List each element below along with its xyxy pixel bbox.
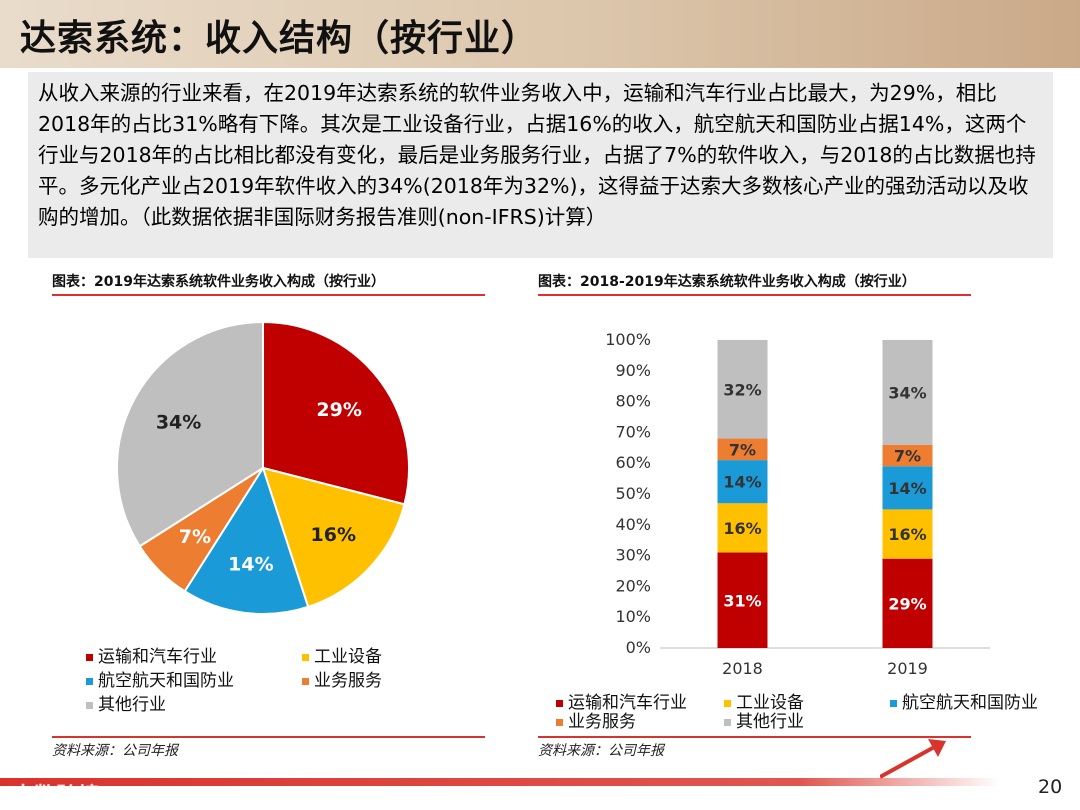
pie-legend-item: 工业设备	[302, 642, 382, 667]
legend-label: 业务服务	[568, 712, 636, 732]
legend-label: 工业设备	[314, 647, 382, 667]
bar-segment	[882, 466, 933, 510]
legend-swatch	[890, 699, 897, 707]
bar-segment	[717, 340, 768, 439]
bar-source-rule	[538, 736, 971, 738]
legend-swatch	[302, 653, 309, 661]
pie-data-label: 14%	[228, 554, 273, 576]
legend-swatch	[86, 653, 93, 661]
legend-swatch	[724, 718, 731, 726]
y-tick-label: 50%	[615, 484, 651, 503]
legend-swatch	[556, 718, 563, 726]
footer-arrow-icon	[880, 739, 946, 779]
legend-swatch	[556, 699, 563, 707]
pie-slice	[262, 320, 410, 506]
legend-label: 运输和汽车行业	[568, 693, 687, 713]
y-tick-label: 30%	[615, 546, 651, 565]
bar-data-label: 16%	[888, 525, 926, 544]
pie-chart-title: 图表：2019年达索系统软件业务收入构成（按行业）	[52, 274, 385, 290]
pie-slice	[116, 320, 264, 548]
bar-title-rule	[538, 294, 971, 296]
bar-data-label: 32%	[723, 380, 761, 399]
y-tick-label: 10%	[615, 607, 651, 626]
pie-data-label: 34%	[156, 412, 201, 434]
pie-legend-item: 其他行业	[86, 690, 166, 715]
page-number: 20	[1038, 776, 1063, 798]
y-tick-label: 90%	[615, 361, 651, 380]
legend-label: 工业设备	[736, 693, 804, 713]
bar-data-label: 31%	[723, 591, 761, 610]
bar-segment	[882, 444, 933, 467]
bar-segment	[717, 552, 768, 648]
pie-legend-item: 航空航天和国防业	[86, 666, 234, 691]
bar-source: 资料来源：公司年报	[538, 743, 664, 759]
bar-data-label: 29%	[888, 594, 926, 613]
bar-legend-item: 业务服务	[556, 707, 636, 732]
pie-data-label: 7%	[179, 526, 211, 548]
bar-data-label: 7%	[729, 440, 756, 459]
y-tick-label: 100%	[605, 330, 651, 349]
bar-segment	[882, 509, 933, 559]
bar-legend-item: 其他行业	[724, 707, 804, 732]
pie-data-label: 29%	[316, 399, 361, 421]
pie-legend-item: 运输和汽车行业	[86, 642, 217, 667]
legend-swatch	[86, 701, 93, 709]
footer-line	[0, 778, 1000, 786]
y-tick-label: 40%	[615, 515, 651, 534]
legend-label: 运输和汽车行业	[98, 647, 217, 667]
legend-swatch	[302, 677, 309, 685]
y-tick-label: 80%	[615, 392, 651, 411]
pie-legend-item: 业务服务	[302, 666, 382, 691]
legend-swatch	[86, 677, 93, 685]
bar-data-label: 16%	[723, 519, 761, 538]
bar-segment	[882, 340, 933, 445]
bar-chart-title: 图表：2018-2019年达索系统软件业务收入构成（按行业）	[538, 274, 916, 290]
y-tick-label: 0%	[626, 638, 651, 657]
pie-source-rule	[52, 736, 485, 738]
title-bar: 达索系统：收入结构（按行业）	[0, 0, 1080, 68]
bar-legend-item: 航空航天和国防业	[890, 688, 1038, 713]
bar-legend-item: 运输和汽车行业	[556, 688, 687, 713]
watermark: 大数跨境	[12, 784, 101, 809]
bar-data-label: 14%	[723, 473, 761, 492]
pie-source: 资料来源：公司年报	[52, 743, 178, 759]
legend-label: 其他行业	[98, 695, 166, 715]
bar-data-label: 14%	[888, 479, 926, 498]
pie-slice	[261, 466, 406, 609]
y-tick-label: 20%	[615, 576, 651, 595]
pie-chart: 29% 16% 14% 7% 34%	[116, 320, 410, 615]
bar-segment	[717, 460, 768, 504]
legend-label: 航空航天和国防业	[902, 693, 1038, 713]
bar-segment	[882, 558, 933, 648]
pie-title-rule	[52, 294, 485, 296]
pie-slice	[183, 465, 310, 615]
legend-swatch	[724, 699, 731, 707]
legend-label: 其他行业	[736, 712, 804, 732]
pie-data-label: 16%	[311, 524, 356, 546]
bar-data-label: 7%	[894, 447, 921, 466]
bar-legend-item: 工业设备	[724, 688, 804, 713]
x-tick-label: 2018	[722, 659, 763, 678]
bar-segment	[717, 438, 768, 461]
bar-segment	[717, 503, 768, 553]
intro-paragraph: 从收入来源的行业来看，在2019年达索系统的软件业务收入中，运输和汽车行业占比最…	[28, 72, 1053, 258]
legend-label: 业务服务	[314, 671, 382, 691]
x-tick-label: 2019	[887, 659, 928, 678]
bar-data-label: 34%	[888, 383, 926, 402]
y-tick-label: 60%	[615, 453, 651, 472]
slide-title: 达索系统：收入结构（按行业）	[20, 18, 539, 59]
stacked-bar-chart: 0% 10% 20% 30% 40% 50% 60% 70% 80% 90% 100% 31% 16% 1…	[605, 330, 990, 678]
legend-label: 航空航天和国防业	[98, 671, 234, 691]
y-tick-label: 70%	[615, 422, 651, 441]
